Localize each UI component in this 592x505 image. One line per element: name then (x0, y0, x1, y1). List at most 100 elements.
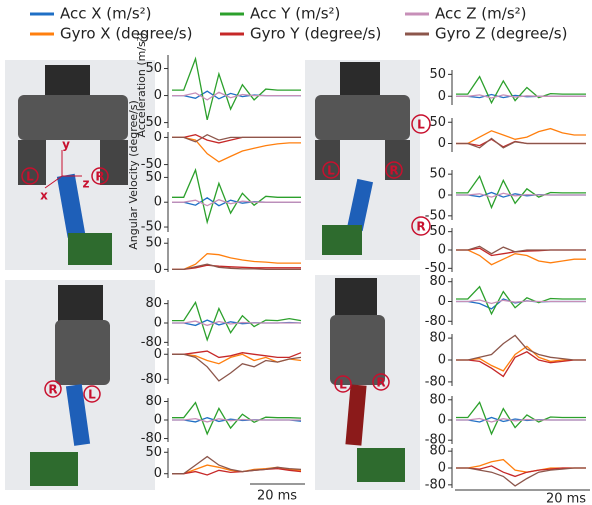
part (18, 95, 128, 140)
series-line (456, 334, 586, 361)
y-tick-label: 0 (154, 195, 162, 210)
gripper-images: L R x y z L R L R (5, 60, 431, 490)
y-tick-label: -80 (425, 477, 446, 492)
series-line (456, 245, 586, 255)
axis-label: x (40, 189, 48, 203)
y-tick-label: 0 (154, 413, 162, 428)
series-line (172, 198, 301, 207)
series-line (172, 167, 301, 225)
part (45, 65, 90, 100)
marker-circle (322, 161, 340, 179)
y-tick-label: 0 (438, 243, 446, 258)
axis-label: z (83, 177, 90, 191)
y-tick-label: 0 (154, 466, 162, 481)
marker-label: L (88, 388, 96, 402)
y-tick-label: 0 (154, 262, 162, 277)
y-tick-label: 50 (145, 170, 162, 185)
marker-circle (372, 373, 390, 391)
series-line (172, 300, 302, 342)
legend-label: Gyro X (degree/s) (60, 25, 192, 43)
marker-label: R (48, 383, 57, 397)
y-tick-label: 50 (429, 224, 446, 239)
y-tick-label: 0 (438, 413, 446, 428)
series-line (456, 299, 586, 305)
series-line (172, 401, 302, 436)
series-line (456, 458, 586, 473)
y-tick-label: 0 (154, 347, 162, 362)
series-line (456, 127, 586, 145)
series-line (172, 417, 301, 423)
series-line (456, 465, 586, 478)
box (68, 233, 112, 265)
legend-label: Gyro Z (degree/s) (435, 25, 567, 43)
y-tick-label: -80 (141, 372, 162, 387)
series-line (172, 264, 301, 271)
y-tick-label: 50 (429, 115, 446, 130)
marker-circle (21, 167, 39, 185)
y-tick-label: -50 (141, 157, 162, 172)
y-tick-label: 80 (429, 331, 446, 346)
part (315, 140, 340, 180)
part (100, 140, 128, 185)
marker-label: R (389, 164, 398, 178)
y-tick-label: -50 (141, 220, 162, 235)
series-line (172, 263, 301, 271)
marker-circle (411, 114, 431, 134)
marker-circle (385, 161, 403, 179)
marker-label: R (376, 376, 385, 390)
y-tick-label: 80 (145, 394, 162, 409)
y-tick-label: 80 (429, 274, 446, 289)
series-line (172, 136, 301, 163)
gripper-top-right: L R L R (305, 60, 431, 260)
part (315, 95, 410, 140)
marker-label: R (95, 170, 104, 184)
y-tick-label: -50 (141, 115, 162, 130)
y-tick-label: 0 (438, 294, 446, 309)
object (345, 384, 367, 446)
marker-circle (91, 167, 109, 185)
marker-label: L (339, 378, 347, 392)
series-line (172, 56, 301, 121)
series-line (456, 351, 586, 378)
series-line (456, 345, 586, 372)
box (322, 225, 362, 255)
y-tick-label: 50 (429, 167, 446, 182)
series-line (172, 353, 302, 382)
marker-circle (83, 385, 101, 403)
series-line (456, 285, 586, 316)
legend-label: Acc Y (m/s²) (250, 5, 340, 23)
y-tick-label: -80 (141, 335, 162, 350)
part (335, 278, 377, 318)
marker-label: L (26, 170, 34, 184)
box (30, 452, 78, 486)
part (55, 320, 110, 385)
y-tick-label: -80 (425, 314, 446, 329)
y-axis-label: Acceleration (m/s²) (135, 33, 148, 138)
series-line (172, 467, 302, 476)
y-tick-label: 50 (429, 67, 446, 82)
legend-label: Acc Z (m/s²) (435, 5, 527, 23)
y-tick-label: 0 (438, 188, 446, 203)
y-tick-label: 80 (429, 392, 446, 407)
y-tick-label: -80 (425, 374, 446, 389)
marker-label: R (416, 220, 425, 234)
y-tick-label: 0 (154, 316, 162, 331)
y-tick-label: -50 (425, 208, 446, 223)
object (65, 384, 91, 446)
marker-circle (44, 380, 62, 398)
axis-label: y (62, 138, 70, 152)
series-line (172, 253, 301, 271)
part (340, 62, 380, 97)
axis-arrow (44, 175, 63, 189)
y-tick-label: 0 (438, 461, 446, 476)
y-tick-label: 50 (145, 445, 162, 460)
series-line (456, 249, 586, 266)
marker-label: L (327, 164, 335, 178)
y-tick-label: 0 (438, 136, 446, 151)
object (346, 178, 374, 232)
series-line (172, 91, 301, 101)
series-line (172, 133, 301, 143)
series-line (456, 467, 586, 487)
y-tick-label: 0 (438, 89, 446, 104)
